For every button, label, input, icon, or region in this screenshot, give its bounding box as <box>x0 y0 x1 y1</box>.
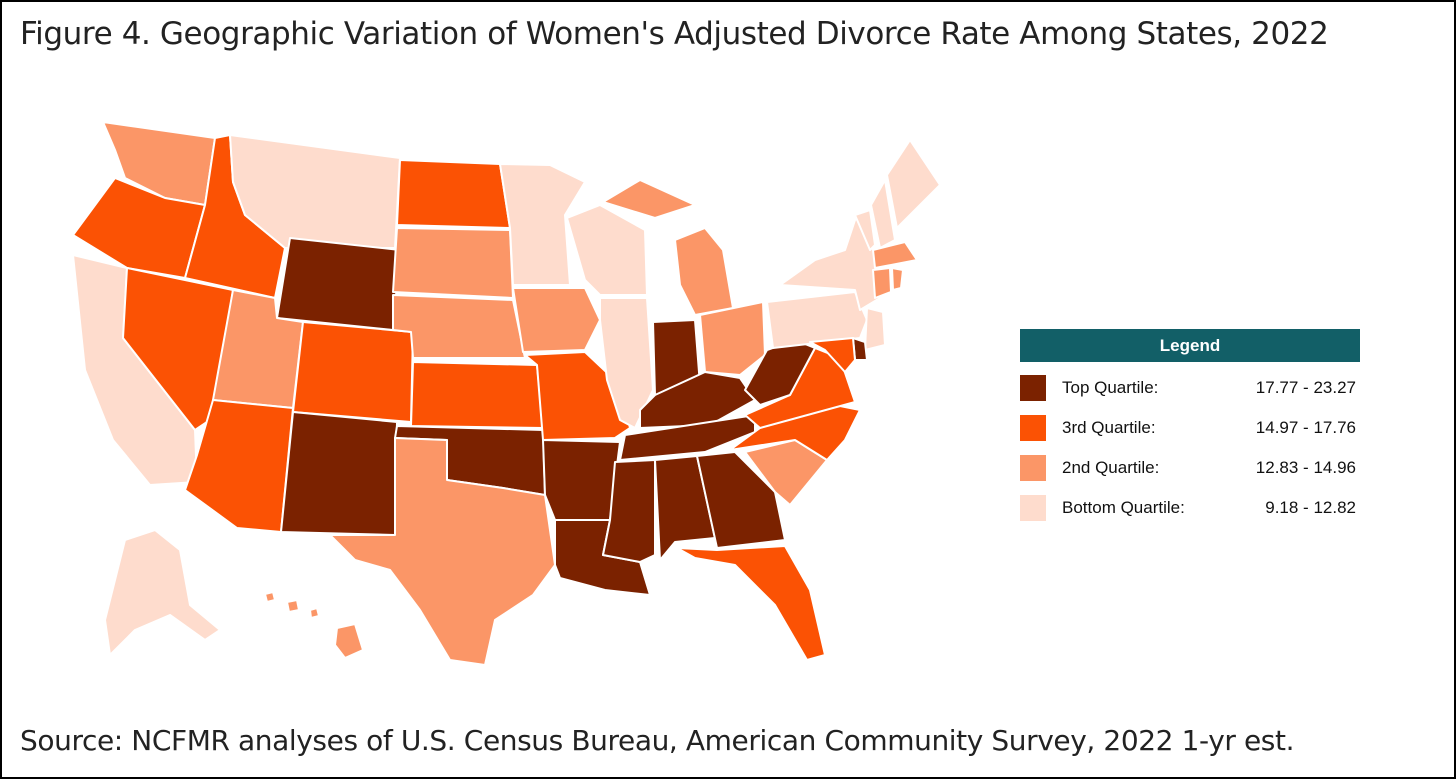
us-choropleth-map <box>55 110 975 670</box>
state-nd <box>396 159 511 229</box>
figure-source: Source: NCFMR analyses of U.S. Census Bu… <box>20 724 1295 757</box>
legend-label: Bottom Quartile: <box>1062 498 1185 517</box>
legend-swatch <box>1020 375 1046 401</box>
state-vt <box>854 209 876 251</box>
state-me <box>886 139 941 229</box>
legend-swatch <box>1020 455 1046 481</box>
state-ak <box>104 529 221 656</box>
legend-swatch <box>1020 415 1046 441</box>
state-pa <box>766 291 868 349</box>
legend-label: 2nd Quartile: <box>1062 458 1160 477</box>
state-nv <box>122 267 234 431</box>
state-ar <box>542 439 621 521</box>
state-wv <box>744 339 816 406</box>
state-ne <box>392 294 526 359</box>
legend-range: 17.77 - 23.27 <box>1255 378 1356 397</box>
state-hi <box>264 591 364 659</box>
state-mo <box>524 351 631 441</box>
legend-label: Top Quartile: <box>1062 378 1159 397</box>
legend-range: 14.97 - 17.76 <box>1255 418 1356 437</box>
state-nm <box>280 411 398 536</box>
state-tx <box>329 437 556 666</box>
state-tn <box>619 414 756 461</box>
legend-range: 12.83 - 14.96 <box>1255 458 1356 477</box>
state-wy <box>276 237 401 331</box>
state-al <box>654 455 716 561</box>
legend-item-2nd-quartile: 2nd Quartile: 12.83 - 14.96 <box>1020 449 1360 489</box>
state-md <box>809 337 856 373</box>
state-shapes <box>72 121 941 666</box>
map-svg <box>72 121 941 666</box>
legend-item-top-quartile: Top Quartile: 17.77 - 23.27 <box>1020 369 1360 409</box>
legend-item-3rd-quartile: 3rd Quartile: 14.97 - 17.76 <box>1020 409 1360 449</box>
state-sd <box>392 227 514 299</box>
legend-range: 9.18 - 12.82 <box>1265 498 1356 517</box>
state-ga <box>696 451 786 549</box>
legend-item-bottom-quartile: Bottom Quartile: 9.18 - 12.82 <box>1020 489 1360 529</box>
state-ct <box>872 267 892 299</box>
state-ks <box>410 361 544 429</box>
state-mt <box>229 134 401 249</box>
state-nj <box>864 307 886 351</box>
legend-title: Legend <box>1020 329 1360 362</box>
legend-label: 3rd Quartile: <box>1062 418 1156 437</box>
state-co <box>292 321 414 423</box>
state-mn <box>499 163 586 286</box>
state-ma <box>872 241 918 269</box>
state-ri <box>891 267 904 291</box>
state-ia <box>512 287 601 353</box>
state-il <box>599 297 654 429</box>
figure-title: Figure 4. Geographic Variation of Women'… <box>20 16 1329 52</box>
state-nh <box>870 179 896 249</box>
map-legend: Legend Top Quartile: 17.77 - 23.27 3rd Q… <box>1020 329 1360 529</box>
legend-swatch <box>1020 495 1046 521</box>
state-wi <box>566 204 648 296</box>
state-fl <box>676 545 826 661</box>
state-oh <box>699 301 766 376</box>
